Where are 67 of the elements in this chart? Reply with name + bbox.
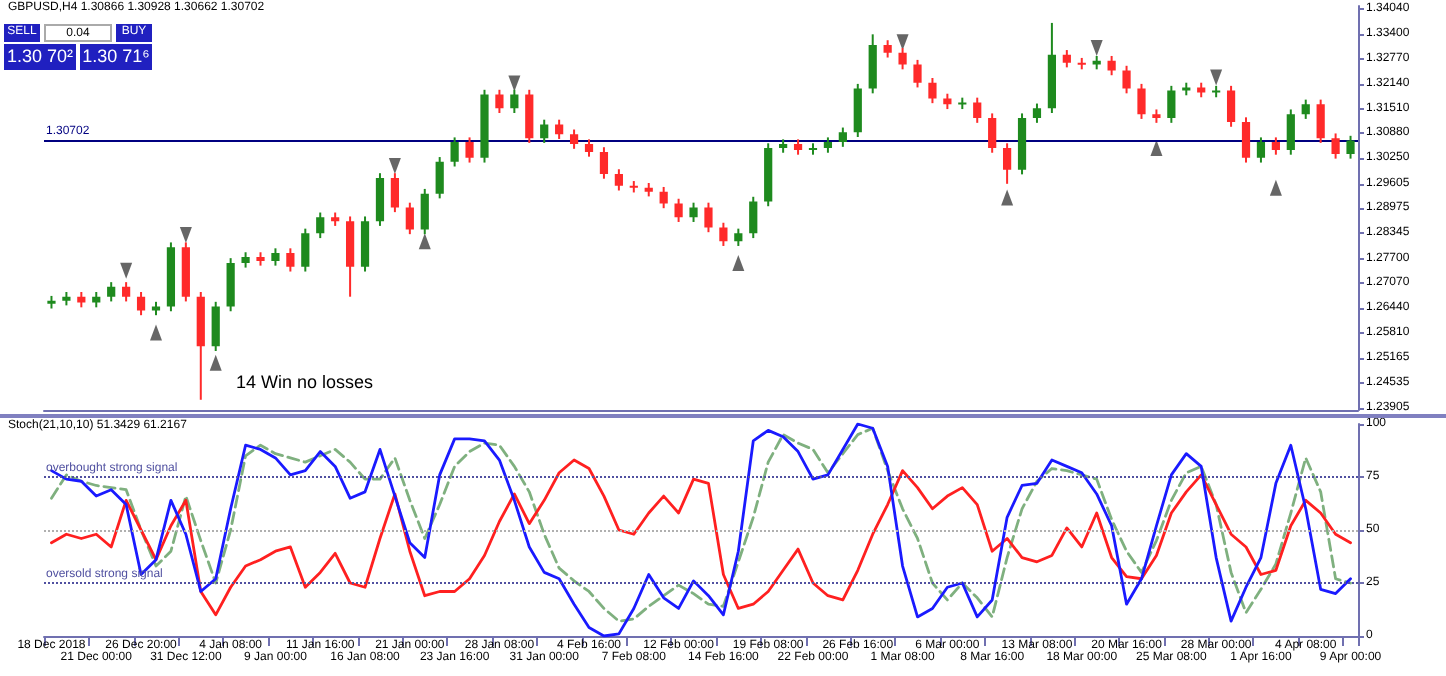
candlestick	[405, 201, 414, 236]
candlestick	[495, 88, 504, 114]
candlestick	[301, 227, 310, 273]
candlestick	[286, 247, 295, 273]
candlestick	[316, 211, 325, 240]
candlestick	[704, 201, 713, 234]
candlestick	[375, 172, 385, 227]
candlestick	[913, 58, 922, 89]
candlestick	[1241, 116, 1251, 164]
sell-price-box: 1.30 70²	[4, 44, 76, 70]
point	[1150, 140, 1163, 157]
candlestick	[928, 76, 937, 105]
point	[418, 233, 431, 250]
candlestick	[674, 197, 683, 223]
point	[732, 254, 745, 271]
candlestick	[1032, 102, 1042, 124]
candlestick	[1167, 84, 1176, 124]
candlestick	[719, 221, 728, 247]
candlestick	[569, 128, 579, 150]
candlestick	[1122, 64, 1131, 95]
candlestick	[136, 290, 146, 317]
candlestick	[749, 195, 758, 240]
candlestick	[1256, 136, 1266, 164]
point	[1001, 189, 1014, 206]
candlestick	[1331, 132, 1340, 160]
candlestick	[838, 126, 847, 148]
candlestick	[1301, 98, 1310, 120]
point	[388, 158, 401, 175]
point	[896, 34, 909, 51]
candlestick	[689, 201, 698, 223]
candlestick	[853, 82, 862, 138]
candlestick	[226, 257, 235, 313]
line-series	[50, 458, 1352, 617]
candlestick	[540, 118, 549, 144]
candlestick	[465, 136, 474, 164]
candlestick	[346, 215, 355, 298]
candlestick	[868, 33, 877, 95]
candlestick	[659, 185, 668, 210]
candlestick	[211, 300, 220, 352]
candlestick	[450, 136, 459, 168]
candlestick	[988, 112, 997, 154]
candlestick	[614, 168, 623, 192]
point	[149, 324, 162, 341]
annotation: 14 Win no losses	[236, 372, 374, 392]
candlestick	[435, 156, 444, 200]
candlestick	[973, 96, 982, 124]
candlestick	[360, 215, 370, 273]
point	[1210, 69, 1223, 86]
point	[120, 262, 133, 279]
point	[508, 75, 521, 92]
buy-price-box: 1.30 71⁶	[80, 44, 152, 70]
candlestick	[555, 118, 564, 140]
point	[179, 226, 192, 243]
candlestick	[122, 281, 131, 303]
point	[209, 354, 222, 371]
candlestick	[1003, 142, 1012, 185]
point	[1090, 40, 1103, 57]
candlestick	[1107, 54, 1116, 77]
candlestick	[1226, 84, 1236, 128]
candlestick	[1316, 98, 1325, 144]
candlestick	[107, 281, 116, 303]
candlestick	[1346, 134, 1355, 160]
candlestick	[599, 146, 609, 180]
candlestick	[525, 88, 534, 144]
point	[1269, 179, 1282, 196]
candlestick	[1137, 82, 1146, 120]
candlestick	[1286, 108, 1295, 156]
